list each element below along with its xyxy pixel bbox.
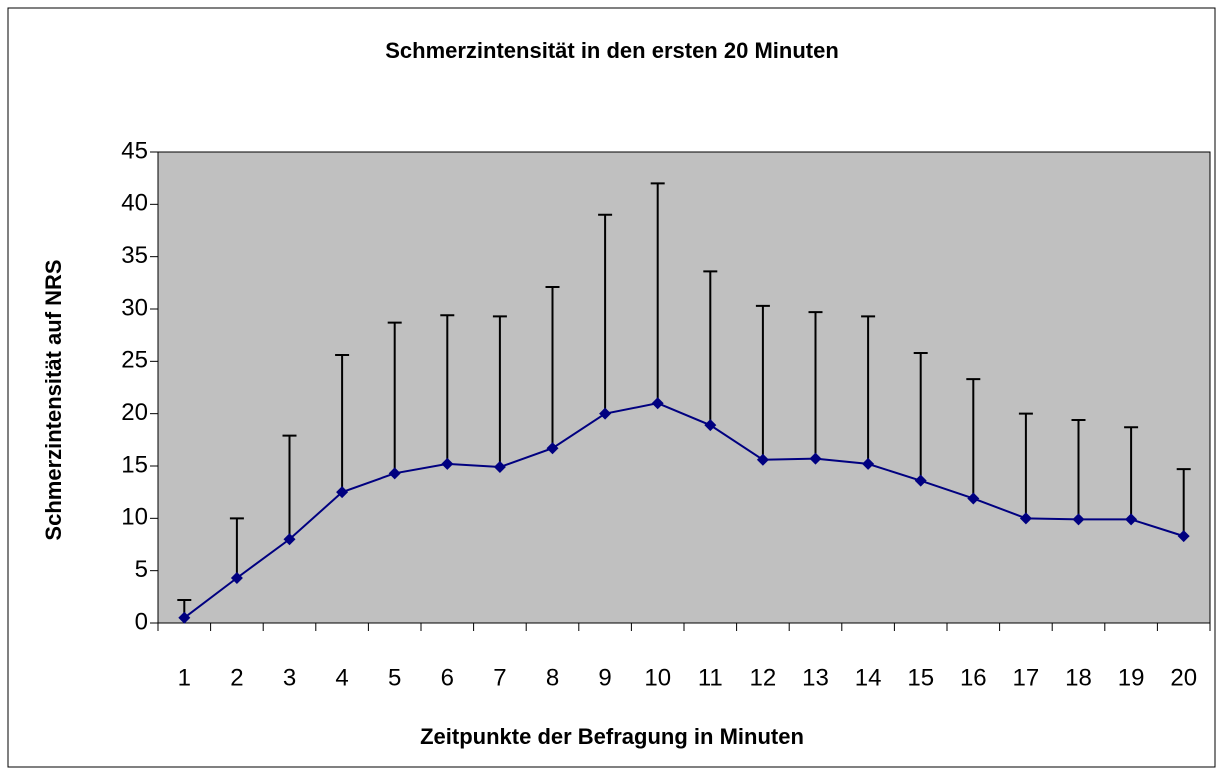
marker	[178, 611, 191, 624]
x-tick-label: 1	[178, 664, 191, 691]
x-tick-label: 17	[1013, 664, 1040, 691]
y-tick-label: 10	[121, 504, 148, 531]
x-axis-label: Zeitpunkte der Befragung in Minuten	[420, 724, 804, 749]
x-tick-label: 19	[1118, 664, 1145, 691]
error-bar	[1176, 468, 1191, 537]
error-bar	[1124, 426, 1139, 520]
marker	[546, 442, 559, 455]
error-bar	[282, 434, 297, 540]
y-tick-label: 15	[121, 451, 148, 478]
error-bar	[335, 354, 350, 493]
marker	[1177, 530, 1190, 543]
marker	[493, 461, 506, 474]
x-tick-label: 7	[493, 664, 506, 691]
marker	[1072, 513, 1085, 526]
marker	[651, 397, 664, 410]
series-line	[183, 402, 1185, 619]
error-bar	[913, 351, 928, 481]
error-bar	[703, 270, 718, 426]
error-bar	[1071, 418, 1086, 520]
y-tick-label: 45	[121, 137, 148, 164]
error-bar	[387, 321, 402, 474]
y-tick-label: 25	[121, 347, 148, 374]
marker	[862, 457, 875, 470]
error-bar	[650, 182, 665, 404]
error-bar	[861, 315, 876, 464]
error-bar	[545, 286, 560, 449]
y-tick-label: 5	[135, 556, 148, 583]
y-tick-label: 30	[121, 294, 148, 321]
marker	[809, 452, 822, 465]
error-bar	[1018, 412, 1033, 519]
marker	[599, 407, 612, 420]
marker	[1125, 513, 1138, 526]
chart-title: Schmerzintensität in den ersten 20 Minut…	[385, 38, 839, 63]
marker	[967, 492, 980, 505]
marker	[704, 419, 717, 432]
x-tick-label: 5	[388, 664, 401, 691]
marker	[1019, 512, 1032, 525]
x-tick-label: 16	[960, 664, 987, 691]
x-tick-label: 20	[1170, 664, 1197, 691]
x-tick-label: 10	[644, 664, 671, 691]
marker	[441, 457, 454, 470]
y-tick-label: 20	[121, 399, 148, 426]
marker	[283, 533, 296, 546]
marker	[914, 474, 927, 487]
marker	[388, 467, 401, 480]
marker	[756, 453, 769, 466]
x-tick-label: 12	[750, 664, 777, 691]
x-tick-label: 13	[802, 664, 829, 691]
error-bar	[966, 378, 981, 499]
error-bar	[755, 304, 770, 460]
x-tick-label: 6	[441, 664, 454, 691]
x-tick-label: 15	[907, 664, 934, 691]
marker	[336, 486, 349, 499]
y-tick-label: 40	[121, 190, 148, 217]
x-tick-label: 2	[230, 664, 243, 691]
error-bar	[598, 213, 613, 414]
x-tick-label: 18	[1065, 664, 1092, 691]
marker	[230, 571, 243, 584]
x-tick-label: 4	[335, 664, 348, 691]
y-tick-label: 35	[121, 242, 148, 269]
error-bar	[492, 315, 507, 468]
y-axis-label: Schmerzintensität auf NRS	[41, 259, 66, 540]
error-bar	[808, 311, 823, 459]
x-tick-label: 11	[698, 664, 723, 691]
x-tick-label: 3	[283, 664, 296, 691]
x-tick-label: 9	[598, 664, 611, 691]
plot-area	[157, 151, 1211, 624]
error-bar	[440, 314, 455, 464]
x-tick-label: 8	[546, 664, 559, 691]
y-tick-label: 0	[135, 608, 148, 635]
error-bar	[229, 517, 244, 578]
x-tick-label: 14	[855, 664, 882, 691]
